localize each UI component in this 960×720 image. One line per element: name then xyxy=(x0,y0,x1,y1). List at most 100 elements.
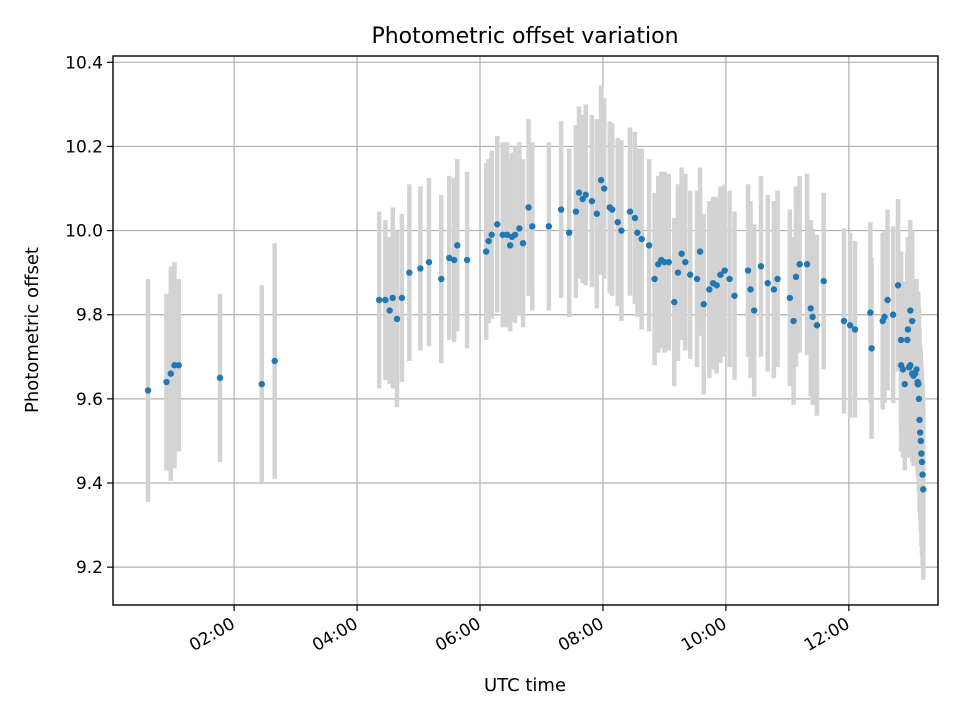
data-point xyxy=(840,317,848,325)
data-point xyxy=(851,326,859,333)
data-point xyxy=(901,380,909,388)
data-point xyxy=(919,471,926,478)
data-point xyxy=(786,294,794,302)
y-tick-label: 9.6 xyxy=(76,390,103,410)
data-point xyxy=(398,294,406,302)
data-point xyxy=(406,269,413,276)
x-tick-label: 06:00 xyxy=(432,614,484,656)
y-tick-label: 9.8 xyxy=(76,306,103,326)
data-point xyxy=(807,305,814,312)
data-point xyxy=(167,370,174,377)
data-point xyxy=(417,265,424,272)
data-point xyxy=(389,294,396,302)
data-point xyxy=(915,395,923,403)
data-point xyxy=(907,307,914,314)
data-point xyxy=(511,231,519,238)
data-point xyxy=(382,296,389,304)
data-point xyxy=(597,176,605,184)
x-tick-label: 04:00 xyxy=(309,614,361,656)
data-point xyxy=(626,208,634,215)
data-point xyxy=(258,380,265,388)
data-point xyxy=(671,298,678,306)
data-point xyxy=(904,336,911,344)
data-point xyxy=(600,185,608,192)
data-point xyxy=(485,237,492,245)
data-point xyxy=(908,317,916,325)
data-point xyxy=(809,313,816,321)
y-tick-label: 10.4 xyxy=(65,53,103,73)
data-point xyxy=(907,362,914,369)
data-point xyxy=(792,273,800,281)
data-point xyxy=(618,227,625,234)
data-point xyxy=(438,275,445,283)
data-point xyxy=(726,275,733,283)
data-point xyxy=(665,258,672,266)
data-point xyxy=(525,204,532,211)
data-point xyxy=(678,250,685,257)
data-point xyxy=(867,309,874,316)
data-point xyxy=(529,223,536,230)
data-point xyxy=(881,313,888,321)
data-point xyxy=(144,387,152,394)
data-point xyxy=(770,286,778,293)
data-point xyxy=(687,271,694,278)
data-point xyxy=(750,307,758,314)
data-point xyxy=(216,374,224,382)
data-point xyxy=(519,240,527,247)
data-point xyxy=(608,206,616,213)
plot-frame xyxy=(112,55,939,606)
data-point xyxy=(813,322,821,329)
data-point xyxy=(631,214,639,222)
y-tick-label: 10.0 xyxy=(65,222,103,242)
data-point xyxy=(545,223,553,230)
x-axis-label: UTC time xyxy=(484,675,566,696)
data-point xyxy=(682,258,689,266)
data-point xyxy=(375,296,383,304)
data-point xyxy=(696,248,704,255)
data-point xyxy=(494,221,501,228)
data-point xyxy=(446,254,453,262)
data-point xyxy=(588,197,596,205)
data-point xyxy=(757,263,765,270)
chart-title: Photometric offset variation xyxy=(371,24,678,49)
data-point xyxy=(731,292,738,299)
data-point xyxy=(889,311,897,318)
data-point xyxy=(425,258,433,266)
data-point xyxy=(593,210,601,217)
data-point xyxy=(897,336,905,344)
data-point xyxy=(899,366,907,373)
x-tick-label: 02:00 xyxy=(186,614,238,656)
data-point xyxy=(846,322,854,329)
data-point xyxy=(175,362,182,369)
data-point xyxy=(634,229,641,236)
data-point xyxy=(565,229,573,236)
data-point xyxy=(393,315,401,323)
data-point xyxy=(706,286,713,293)
data-point xyxy=(913,366,920,373)
data-point xyxy=(386,307,393,314)
x-tick-label: 12:00 xyxy=(801,614,853,656)
data-point xyxy=(803,261,811,268)
data-points xyxy=(144,176,927,493)
data-point xyxy=(506,242,514,249)
data-point xyxy=(721,267,728,274)
data-point xyxy=(463,256,471,264)
data-point xyxy=(894,282,902,289)
data-point xyxy=(713,282,720,289)
data-point xyxy=(674,269,682,276)
data-point xyxy=(645,242,653,249)
data-point xyxy=(717,271,724,278)
data-point xyxy=(820,277,827,285)
error-bars xyxy=(145,85,926,580)
data-point xyxy=(454,242,461,249)
data-point xyxy=(920,486,927,493)
y-tick-label: 9.4 xyxy=(76,474,103,494)
data-point xyxy=(516,225,523,232)
data-point xyxy=(868,345,875,352)
data-point xyxy=(774,275,781,283)
data-point xyxy=(917,437,924,445)
data-point xyxy=(582,191,589,199)
data-point xyxy=(575,189,583,196)
data-point xyxy=(693,275,701,283)
